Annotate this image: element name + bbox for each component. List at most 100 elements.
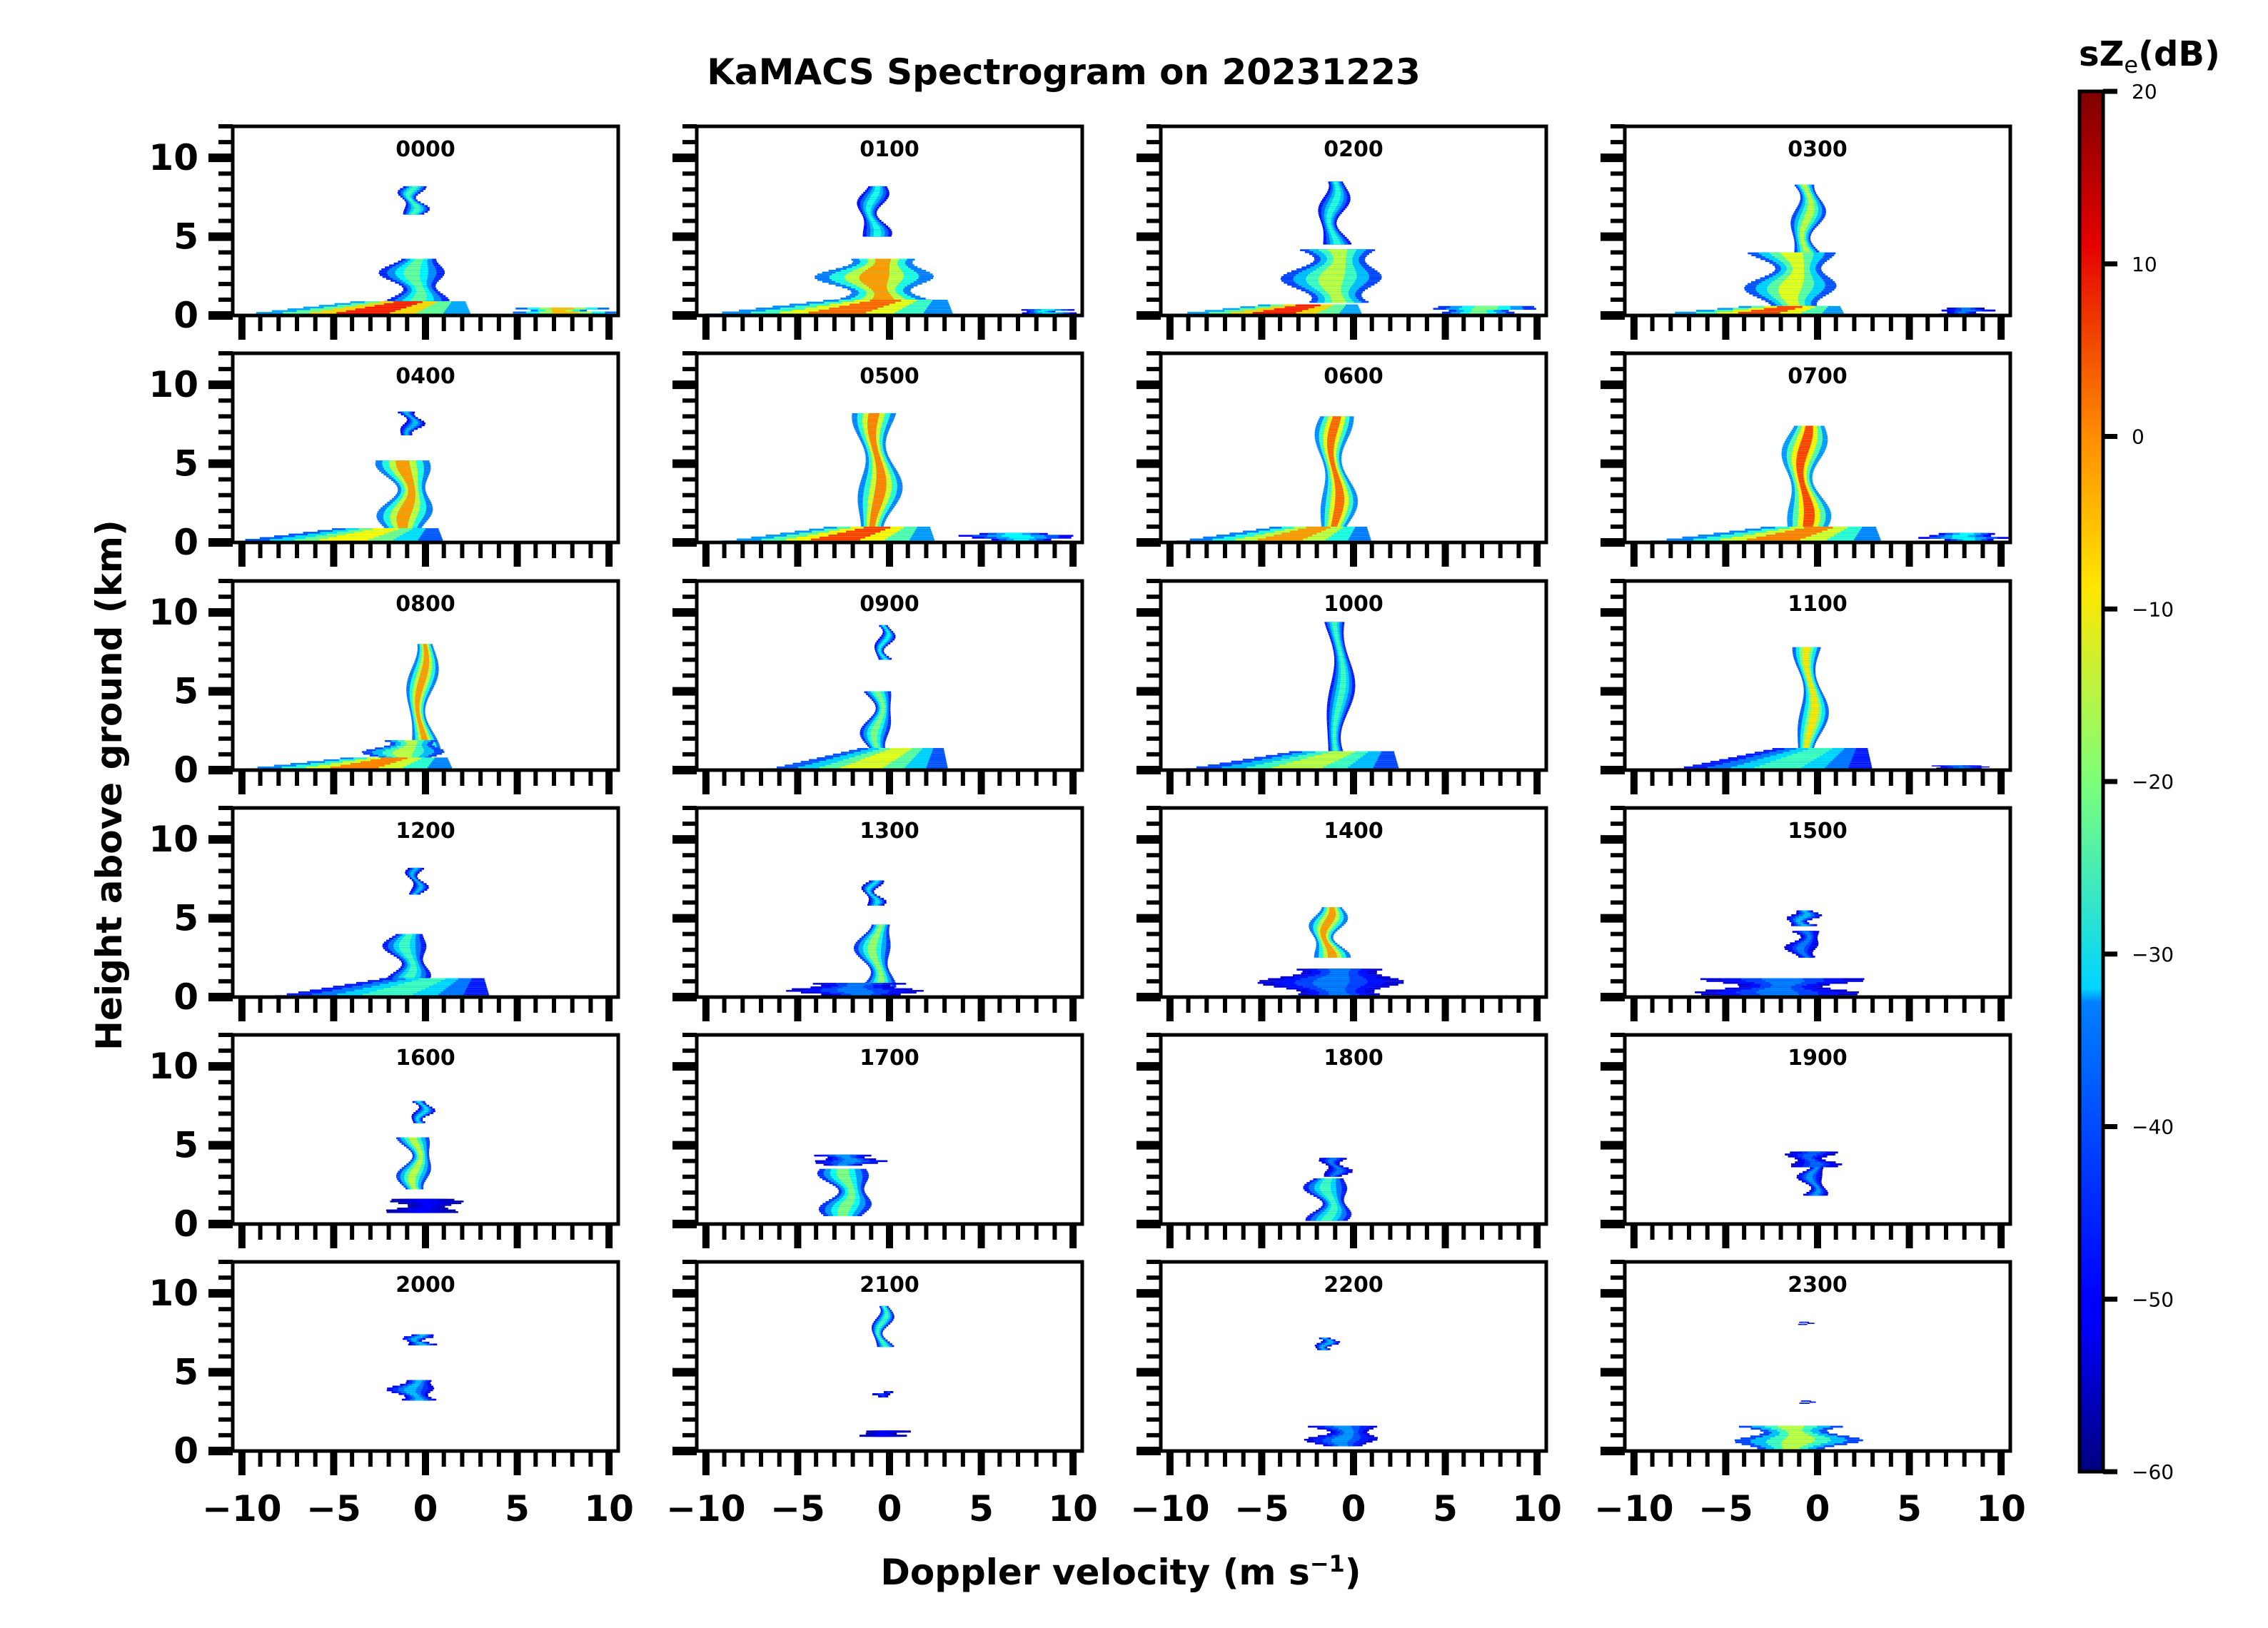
spectral-feature (385, 1198, 464, 1213)
spectral-strip (409, 960, 415, 963)
spectral-strip (880, 752, 906, 754)
spectral-strip (362, 993, 413, 996)
spectral-strip (867, 212, 871, 215)
spectral-strip (376, 989, 421, 992)
spectral-strip (1339, 656, 1344, 658)
spectral-strip (413, 283, 423, 286)
spectral-strip (396, 522, 408, 525)
spectral-strip (867, 428, 877, 430)
spectral-feature (861, 880, 887, 906)
spectral-strip (870, 894, 873, 896)
spectral-strip (1332, 729, 1336, 732)
spectral-strip (398, 756, 412, 759)
spectral-strip (405, 413, 410, 415)
spectral-strip (1330, 231, 1335, 233)
spectral-strip (874, 293, 891, 296)
spectral-feature (1318, 181, 1352, 245)
spectral-strip (875, 747, 880, 749)
spectral-strip (876, 477, 887, 480)
y-tick-label: 5 (173, 216, 198, 258)
spectral-strip (1780, 294, 1799, 297)
spectral-strip (412, 211, 419, 213)
spectral-strip (886, 634, 890, 637)
spectral-feature (241, 757, 453, 770)
spectral-strip (415, 713, 420, 716)
spectral-strip (409, 199, 413, 202)
spectral-strip (867, 201, 875, 203)
spectral-strip (423, 653, 429, 656)
spectral-feature (817, 1168, 872, 1216)
spectral-strip (1961, 307, 1971, 310)
spectral-strip (1331, 233, 1336, 236)
panel-time-label: 1600 (395, 1046, 455, 1071)
spectral-strip (406, 956, 413, 959)
spectral-strip (415, 694, 421, 697)
spectral-strip (423, 647, 428, 650)
spectral-strip (410, 1141, 419, 1143)
spectral-strip (1338, 692, 1345, 694)
spectral-strip (1952, 535, 1968, 537)
spectral-strip (1786, 258, 1804, 261)
spectral-strip (422, 664, 429, 667)
spectral-strip (1329, 429, 1338, 432)
spectral-strip (1779, 292, 1800, 295)
spectral-strip (1314, 984, 1348, 986)
spectral-strip (415, 692, 422, 695)
spectral-strip (837, 1168, 850, 1171)
y-tick-label: 0 (173, 749, 198, 791)
spectral-strip (346, 310, 395, 313)
y-tick-label: 5 (173, 671, 198, 712)
spectral-feature (382, 934, 431, 981)
spectral-strip (410, 1171, 418, 1173)
spectral-strip (418, 722, 423, 725)
spectral-strip (355, 308, 401, 310)
spectral-strip (1327, 210, 1334, 213)
spectrogram-panel: 0300 (1601, 124, 2012, 340)
spectral-strip (399, 471, 412, 474)
spectral-strip (403, 953, 412, 955)
spectral-strip (874, 898, 879, 900)
spectral-strip (1320, 929, 1328, 932)
spectral-strip (1803, 914, 1811, 916)
spectral-strip (406, 742, 418, 744)
spectral-strip (881, 708, 885, 711)
spectral-strip (1796, 469, 1804, 472)
spectral-strip (1811, 697, 1818, 700)
spectral-strip (1811, 696, 1817, 698)
spectral-strip (1809, 720, 1817, 723)
spectral-strip (411, 869, 416, 872)
spectral-strip (1808, 748, 1833, 750)
spectral-strip (872, 742, 878, 745)
spectral-strip (410, 1183, 415, 1186)
spectral-strip (408, 492, 415, 495)
spectral-strip (374, 305, 412, 307)
spectral-strip (416, 687, 423, 689)
spectral-strip (870, 513, 878, 516)
spectral-strip (872, 725, 880, 728)
spectral-strip (837, 1176, 851, 1178)
spectral-strip (1334, 477, 1340, 480)
spectral-strip (868, 216, 872, 218)
panel-data (240, 186, 618, 315)
spectral-strip (1037, 310, 1045, 313)
spectral-strip (419, 676, 427, 678)
spectral-strip (1808, 205, 1815, 208)
spectral-strip (1796, 457, 1806, 460)
spectral-strip (1783, 298, 1798, 300)
spectral-strip (1279, 764, 1327, 767)
spectral-strip (876, 719, 882, 722)
spectral-strip (1263, 310, 1303, 312)
spectral-strip (846, 530, 881, 533)
spectral-strip (328, 537, 374, 540)
spectral-strip (1780, 283, 1803, 285)
spectral-strip (875, 753, 903, 756)
spectral-strip (872, 727, 880, 730)
spectral-strip (407, 485, 415, 487)
spectral-strip (1332, 732, 1336, 734)
spectral-strip (418, 1121, 421, 1123)
spectral-strip (1332, 198, 1340, 201)
spectral-strip (403, 274, 420, 276)
spectral-strip (872, 191, 880, 194)
spectral-strip (410, 966, 417, 969)
spectral-strip (1776, 305, 1803, 308)
